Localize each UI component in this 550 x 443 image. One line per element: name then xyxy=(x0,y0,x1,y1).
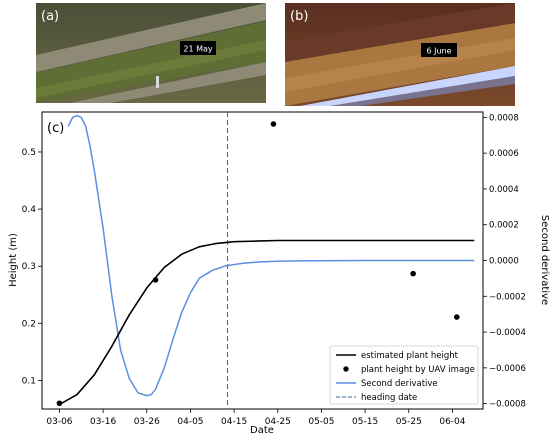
panel-a-tag: (a) xyxy=(41,9,59,24)
panel-b-tag: (b) xyxy=(290,9,308,24)
legend-label-heading: heading date xyxy=(361,393,417,403)
uav-point xyxy=(454,314,460,320)
uav-point xyxy=(270,121,277,127)
x-axis-label: Date xyxy=(250,425,274,436)
y-right-tick-label: 0.0006 xyxy=(489,149,519,159)
y-right-tick-label: 0.0002 xyxy=(489,221,519,231)
y-left-tick-label: 0.1 xyxy=(22,376,36,386)
x-tick-label: 03-26 xyxy=(134,417,160,427)
y-right-tick-label: 0.0008 xyxy=(489,113,519,123)
panel-b-date-box: 6 June xyxy=(421,43,457,57)
y-right-tick-label: −0.0002 xyxy=(489,292,526,302)
legend-label-estimated: estimated plant height xyxy=(361,351,459,361)
uav-point xyxy=(410,270,416,277)
chart-c: (c) 03-06 03-16 03-26 04-05 04-15 04-25 05-05 0… xyxy=(8,111,550,436)
y-right-tick-label: −0.0004 xyxy=(489,328,526,338)
y-left-tick-label: 0.5 xyxy=(22,148,36,158)
y-right-tick-label: −0.0006 xyxy=(489,364,526,374)
y-left-tick-label: 0.4 xyxy=(22,205,37,215)
y-left-tick-label: 0.3 xyxy=(22,262,36,272)
panel-a-date-label: 21 May xyxy=(183,45,213,54)
x-tick-label: 05-25 xyxy=(396,417,422,427)
legend-label-second-derivative: Second derivative xyxy=(361,379,438,389)
estimated-height-line xyxy=(59,239,475,406)
x-tick-label: 04-05 xyxy=(177,417,203,427)
x-tick-label: 06-04 xyxy=(439,417,465,427)
y-right-tick-label: −0.0008 xyxy=(489,400,526,410)
panel-b-image: 6 June (b) xyxy=(285,3,515,106)
panel-a-date-box: 21 May xyxy=(180,41,216,55)
second-derivative-line xyxy=(67,114,475,397)
x-tick-label: 03-06 xyxy=(46,417,72,427)
x-tick-label: 04-15 xyxy=(221,417,247,427)
panel-c-tag: (c) xyxy=(47,121,64,136)
y-left-axis-label: Height (m) xyxy=(8,233,19,287)
y-left-tick-label: 0.2 xyxy=(22,319,36,329)
x-tick-label: 05-15 xyxy=(352,417,378,427)
legend-swatch-uav xyxy=(343,366,349,372)
uav-point xyxy=(56,400,63,407)
panel-b-date-label: 6 June xyxy=(426,47,451,56)
y-right-tick-label: 0.0000 xyxy=(489,257,519,267)
legend: estimated plant height plant height by U… xyxy=(329,345,479,405)
panel-a-image: 21 May (a) xyxy=(36,3,266,103)
y-right-tick-label: 0.0004 xyxy=(489,185,519,195)
x-tick-label: 03-16 xyxy=(90,417,116,427)
legend-label-uav: plant height by UAV image xyxy=(361,365,475,375)
x-tick-label: 05-05 xyxy=(308,417,334,427)
uav-point xyxy=(152,277,159,283)
y-right-axis-label: Second derivative xyxy=(539,215,550,305)
x-tick-label: 04-25 xyxy=(265,417,291,427)
